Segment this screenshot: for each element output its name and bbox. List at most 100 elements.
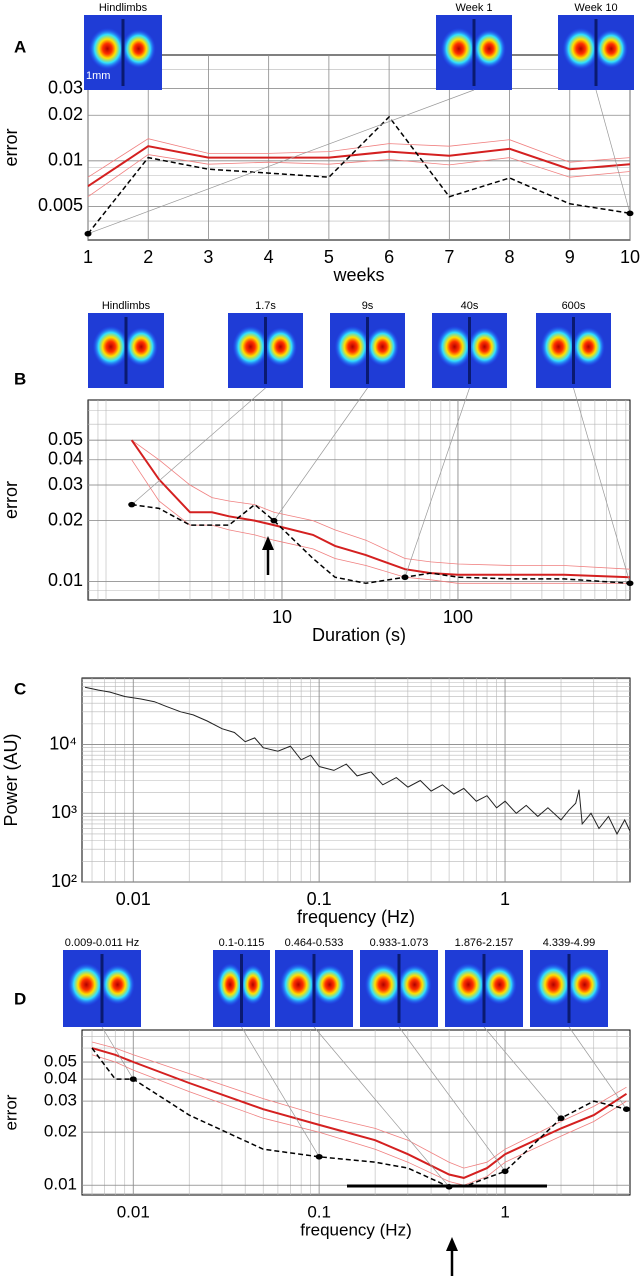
x-axis-label: frequency (Hz): [297, 907, 415, 927]
plot-area: [81, 1029, 631, 1196]
panel-label: A: [14, 37, 26, 56]
series-line: [130, 439, 631, 579]
point: [128, 501, 136, 508]
thumbnail: [432, 313, 507, 388]
series-line: [91, 1041, 627, 1169]
point: [626, 580, 634, 587]
thumbnail: [536, 313, 611, 388]
x-tick-label: 8: [505, 247, 515, 267]
activation: [540, 325, 577, 368]
thumbnail: [360, 950, 438, 1027]
x-tick-label: 5: [324, 247, 334, 267]
point: [557, 1115, 565, 1122]
series-line: [84, 686, 631, 836]
y-tick-label: 0.02: [48, 104, 83, 124]
y-tick-label: 0.03: [48, 474, 83, 494]
x-tick-label: 3: [203, 247, 213, 267]
plot-area: [81, 677, 631, 883]
y-tick-label: 0.01: [48, 150, 83, 170]
y-tick-label: 0.03: [48, 77, 83, 97]
activation: [364, 963, 403, 1007]
y-axis-label: error: [1, 128, 21, 166]
x-tick-label: 0.1: [307, 1202, 331, 1221]
y-tick-label: 0.04: [48, 449, 83, 469]
thumbnail: [88, 313, 164, 388]
x-tick-label: 7: [444, 247, 454, 267]
thumbnail-label: 0.933-1.073: [370, 937, 429, 949]
activation: [264, 327, 297, 367]
series-line: [131, 439, 631, 570]
link-line: [131, 387, 266, 505]
thumbnail: [436, 15, 512, 90]
x-tick-label: 100: [443, 607, 473, 627]
x-axis-label: frequency (Hz): [300, 1220, 411, 1239]
activation: [67, 963, 106, 1007]
activation: [232, 325, 269, 368]
link-line: [87, 89, 475, 235]
series-line: [87, 145, 631, 188]
activation: [440, 27, 478, 70]
activation: [366, 327, 399, 367]
activation: [279, 963, 318, 1007]
thumbnail-label: 0.1-0.115: [219, 937, 265, 949]
thumbnail: [558, 15, 634, 90]
activation: [534, 963, 573, 1007]
activation: [240, 964, 266, 1005]
y-tick-label: 0.04: [44, 1069, 77, 1088]
activation: [572, 327, 605, 367]
activation: [562, 27, 600, 70]
thumbnail: [275, 950, 353, 1027]
thumbnail-label: Week 10: [574, 2, 617, 14]
panel: 10 100 0.01 0.02 0.03 0.040.05 Duration (s) err…: [1, 300, 634, 645]
activation: [312, 964, 347, 1005]
x-axis-label: Duration (s): [312, 625, 406, 645]
y-axis-label: error: [1, 1094, 20, 1130]
link-line: [273, 387, 368, 521]
activation: [121, 29, 156, 69]
activation: [449, 963, 488, 1007]
x-tick-label: 0.01: [116, 889, 151, 909]
thumbnail-label: 1.876-2.157: [455, 937, 514, 949]
series-line: [91, 1054, 627, 1186]
x-tick-label: 10: [620, 247, 640, 267]
activation: [88, 27, 127, 70]
thumbnail: [530, 950, 608, 1027]
panel: 0.01 0.1 1 10² 10³ 10⁴ frequency (Hz) Power (AU…: [1, 677, 631, 927]
thumbnail: [228, 313, 303, 388]
series-line: [87, 154, 631, 198]
link-line: [313, 1026, 450, 1187]
x-tick-label: 4: [264, 247, 274, 267]
thumbnail: [84, 15, 162, 90]
point: [622, 1106, 630, 1113]
y-tick-label: 0.01: [48, 570, 83, 590]
activation: [397, 964, 432, 1005]
activation: [216, 963, 244, 1007]
activation: [468, 327, 501, 367]
point: [129, 1076, 137, 1082]
x-tick-label: 1: [500, 889, 510, 909]
y-axis-label: Power (AU): [1, 733, 21, 826]
y-tick-label: 0.01: [44, 1175, 77, 1194]
panel: 0.01 0.1 1 0.01 0.02 0.03 0.040.05 frequency (H…: [1, 937, 631, 1239]
link-line: [595, 89, 631, 214]
link-line: [404, 387, 470, 578]
link-line: [241, 1026, 320, 1157]
thumbnail-label: 600s: [562, 300, 586, 312]
thumbnail: [213, 950, 270, 1027]
x-tick-label: 0.1: [307, 889, 332, 909]
arrow-head: [446, 1237, 458, 1251]
thumbnail: [63, 950, 141, 1027]
thumbnail-label: 0.464-0.533: [285, 937, 344, 949]
x-tick-label: 1: [500, 1202, 509, 1221]
point: [270, 517, 278, 524]
x-tick-label: 10: [272, 607, 292, 627]
scale-label: 1mm: [86, 70, 110, 82]
point: [401, 574, 409, 581]
point: [315, 1153, 323, 1160]
link-line: [573, 387, 631, 584]
activation: [594, 29, 628, 69]
activation: [334, 325, 371, 368]
activation: [124, 327, 158, 367]
thumbnail-label: 4.339-4.99: [543, 937, 596, 949]
